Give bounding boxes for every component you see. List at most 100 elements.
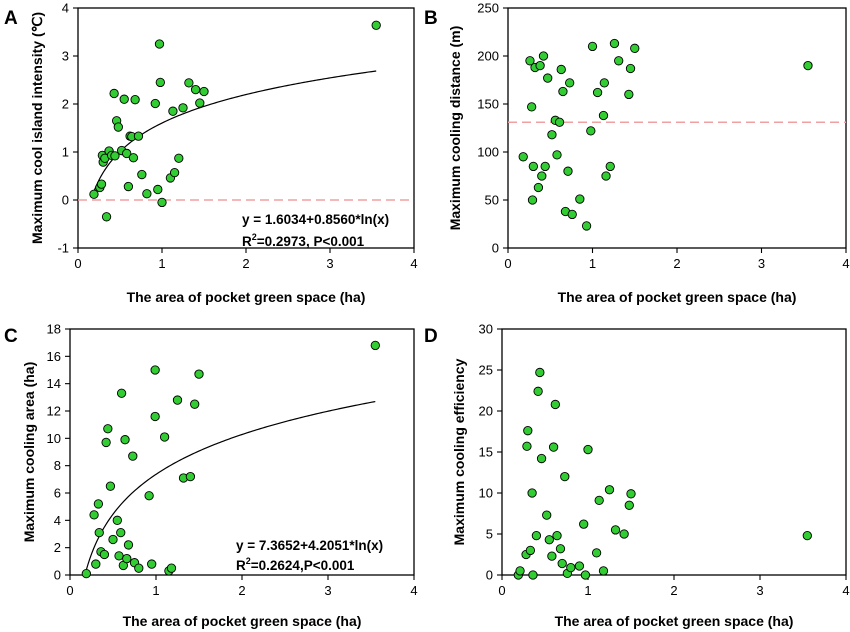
y-tick-label: 5 (486, 527, 493, 542)
data-point (525, 545, 536, 556)
data-point (609, 38, 620, 49)
x-tick-label: 0 (74, 256, 81, 271)
data-point (537, 171, 547, 181)
data-point (558, 86, 568, 97)
data-point (556, 64, 566, 75)
data-point (547, 130, 557, 140)
stats-values: =0.2624,P<0.001 (251, 558, 355, 573)
x-tick-label: 4 (410, 583, 417, 598)
y-axis-title: Maximum cooling efficiency (451, 358, 467, 545)
data-point (150, 411, 160, 422)
data-point (155, 77, 165, 88)
data-point (802, 530, 812, 541)
data-point (130, 95, 140, 105)
data-point (527, 195, 538, 205)
data-point (550, 399, 560, 410)
data-point (174, 153, 184, 163)
fit-curve (93, 70, 377, 192)
data-point (587, 41, 598, 52)
data-point (592, 87, 603, 98)
data-point (542, 510, 552, 520)
x-axis-title: The area of pocket green space (ha) (558, 289, 797, 305)
data-point (119, 94, 129, 104)
y-tick-label: 4 (62, 1, 69, 16)
x-axis-title: The area of pocket green space (ha) (555, 613, 794, 629)
x-tick-label: 3 (756, 583, 763, 598)
data-point (535, 367, 545, 378)
x-tick-label: 4 (842, 583, 849, 598)
data-point (557, 558, 567, 569)
y-tick-label: 30 (479, 322, 493, 337)
data-point (113, 122, 123, 132)
data-point (581, 221, 592, 231)
y-tick-label: 100 (477, 145, 499, 160)
data-point (531, 530, 542, 541)
panel-b: 0 1 2 3 4 0 50 100 150 200 250 The area of pocket g… (424, 1, 850, 306)
regression-equation: y = 1.6034+0.8560*ln(x) (242, 212, 389, 227)
data-point (591, 548, 602, 558)
data-point (101, 212, 112, 222)
y-axis-title: Maximum cooling distance (m) (447, 26, 463, 231)
y-tick-label: 50 (485, 193, 499, 208)
data-point (371, 20, 381, 30)
x-tick-label: 1 (152, 583, 159, 598)
y-tick-label: 2 (62, 97, 69, 112)
data-point (96, 179, 107, 189)
y-tick-label: 4 (54, 513, 61, 528)
regression-equation: y = 7.3652+4.2051*ln(x) (236, 538, 383, 553)
data-point (594, 495, 604, 506)
data-point (548, 442, 559, 452)
x-tick-label: 1 (589, 256, 596, 271)
panel-d: 0 1 2 3 4 0 5 10 15 20 25 30 The area of pocket gree… (424, 322, 850, 630)
data-point (567, 209, 577, 220)
data-point (122, 148, 132, 159)
data-point (528, 161, 538, 172)
data-point (614, 56, 624, 66)
data-point (563, 166, 573, 176)
data-point (601, 171, 611, 181)
data-point (110, 151, 120, 161)
y-axis-title: Maximum cool island intensity (℃) (29, 12, 45, 244)
x-tick-label: 2 (238, 583, 245, 598)
data-point (598, 566, 609, 576)
x-tick-label: 1 (158, 256, 165, 271)
data-point (128, 451, 138, 461)
y-tick-label: 10 (479, 486, 493, 501)
data-point (525, 56, 535, 66)
y-tick-label: 0 (62, 193, 69, 208)
data-point (159, 432, 170, 442)
data-point (527, 488, 537, 498)
y-tick-label: 25 (479, 363, 493, 378)
data-point (108, 534, 118, 545)
data-point (574, 561, 585, 571)
y-tick-label: 8 (54, 458, 61, 473)
data-point (575, 194, 585, 204)
data-point (554, 117, 565, 127)
data-point (624, 89, 634, 100)
data-point (185, 471, 196, 482)
data-point (547, 551, 557, 561)
data-point (93, 499, 104, 509)
regression-stats: R2=0.2973, P<0.001 (242, 232, 365, 249)
y-tick-label: 20 (479, 404, 493, 419)
y-tick-label: 10 (47, 431, 61, 446)
data-point (515, 566, 525, 576)
data-point (109, 88, 119, 99)
data-point (604, 485, 615, 495)
stats-superscript: 2 (252, 232, 257, 242)
data-point (560, 471, 570, 482)
x-axis-title: The area of pocket green space (ha) (123, 613, 362, 629)
data-point (630, 43, 640, 53)
data-point (528, 570, 538, 580)
data-point (166, 563, 177, 573)
data-point (94, 527, 104, 538)
data-point (103, 424, 113, 434)
y-tick-label: 0 (486, 568, 493, 583)
data-point (579, 519, 589, 529)
data-point (154, 39, 165, 49)
data-point (134, 563, 144, 573)
data-point (178, 103, 188, 113)
x-tick-label: 3 (326, 256, 333, 271)
data-point (536, 453, 547, 464)
